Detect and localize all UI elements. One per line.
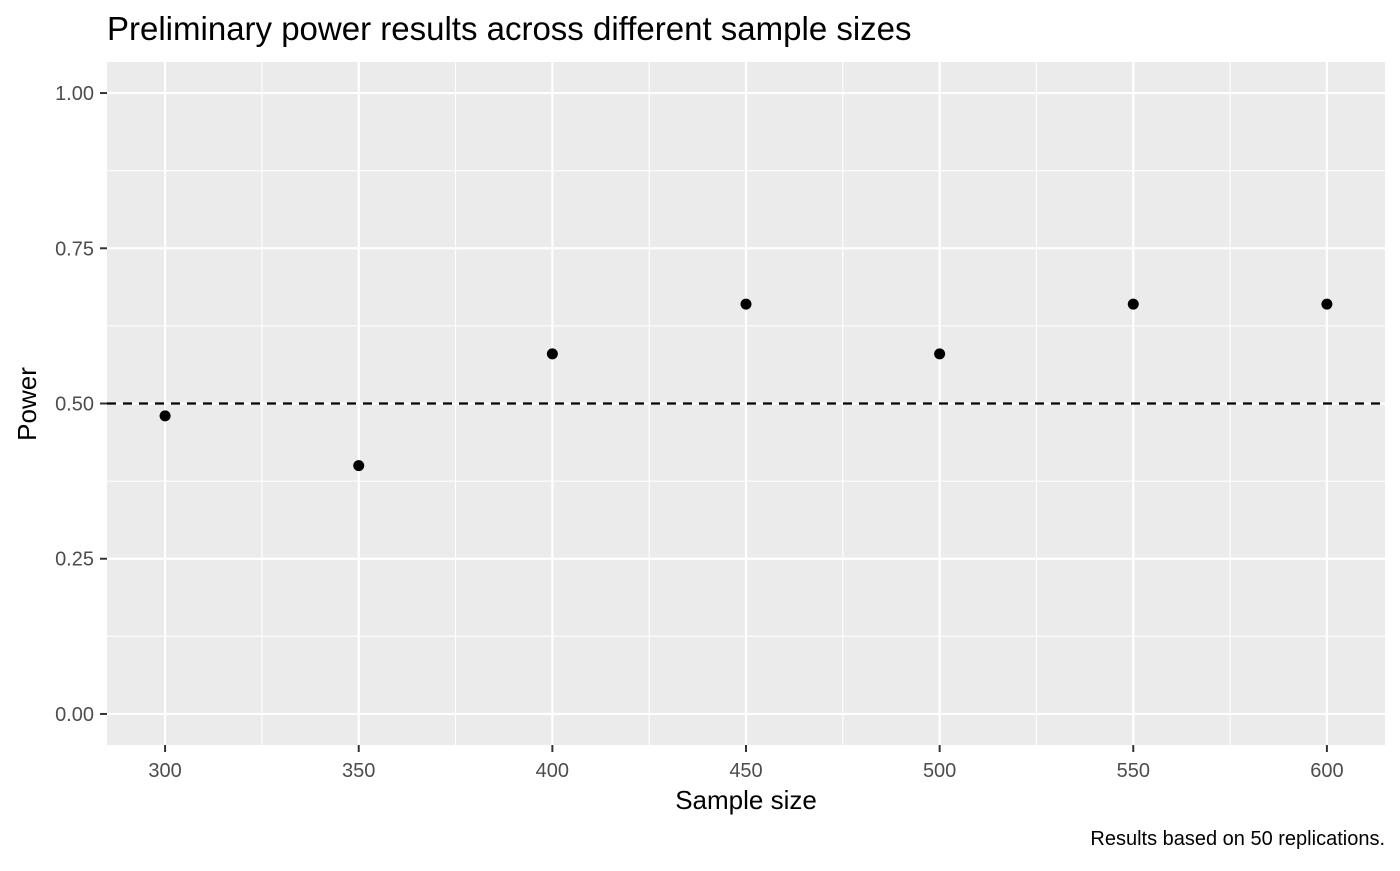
chart-caption: Results based on 50 replications. — [1090, 828, 1385, 850]
x-tick-label: 400 — [536, 760, 569, 782]
y-tick-label: 0.75 — [55, 238, 94, 260]
y-tick-label: 1.00 — [55, 83, 94, 105]
data-point — [159, 410, 171, 422]
x-tick-label: 550 — [1117, 760, 1150, 782]
x-tick-label: 300 — [148, 760, 181, 782]
data-points — [159, 298, 1333, 472]
y-tick-label: 0.50 — [55, 394, 94, 416]
data-point — [934, 348, 946, 360]
data-point — [740, 298, 752, 310]
x-tick-label: 450 — [729, 760, 762, 782]
data-point — [1321, 298, 1333, 310]
x-tick-label: 600 — [1310, 760, 1343, 782]
x-tick-label: 500 — [923, 760, 956, 782]
y-axis-title: Power — [12, 367, 42, 441]
data-point — [546, 348, 558, 360]
data-point — [1127, 298, 1139, 310]
x-tick-label: 350 — [342, 760, 375, 782]
y-tick-label: 0.25 — [55, 549, 94, 571]
y-tick-label: 0.00 — [55, 704, 94, 726]
x-axis-title: Sample size — [675, 785, 817, 815]
axes: 300 350 400 450 500 550 600 0.00 0.25 0.50 0.75 1.0… — [55, 83, 1344, 782]
data-point — [353, 460, 365, 472]
chart-title: Preliminary power results across differe… — [107, 10, 912, 47]
